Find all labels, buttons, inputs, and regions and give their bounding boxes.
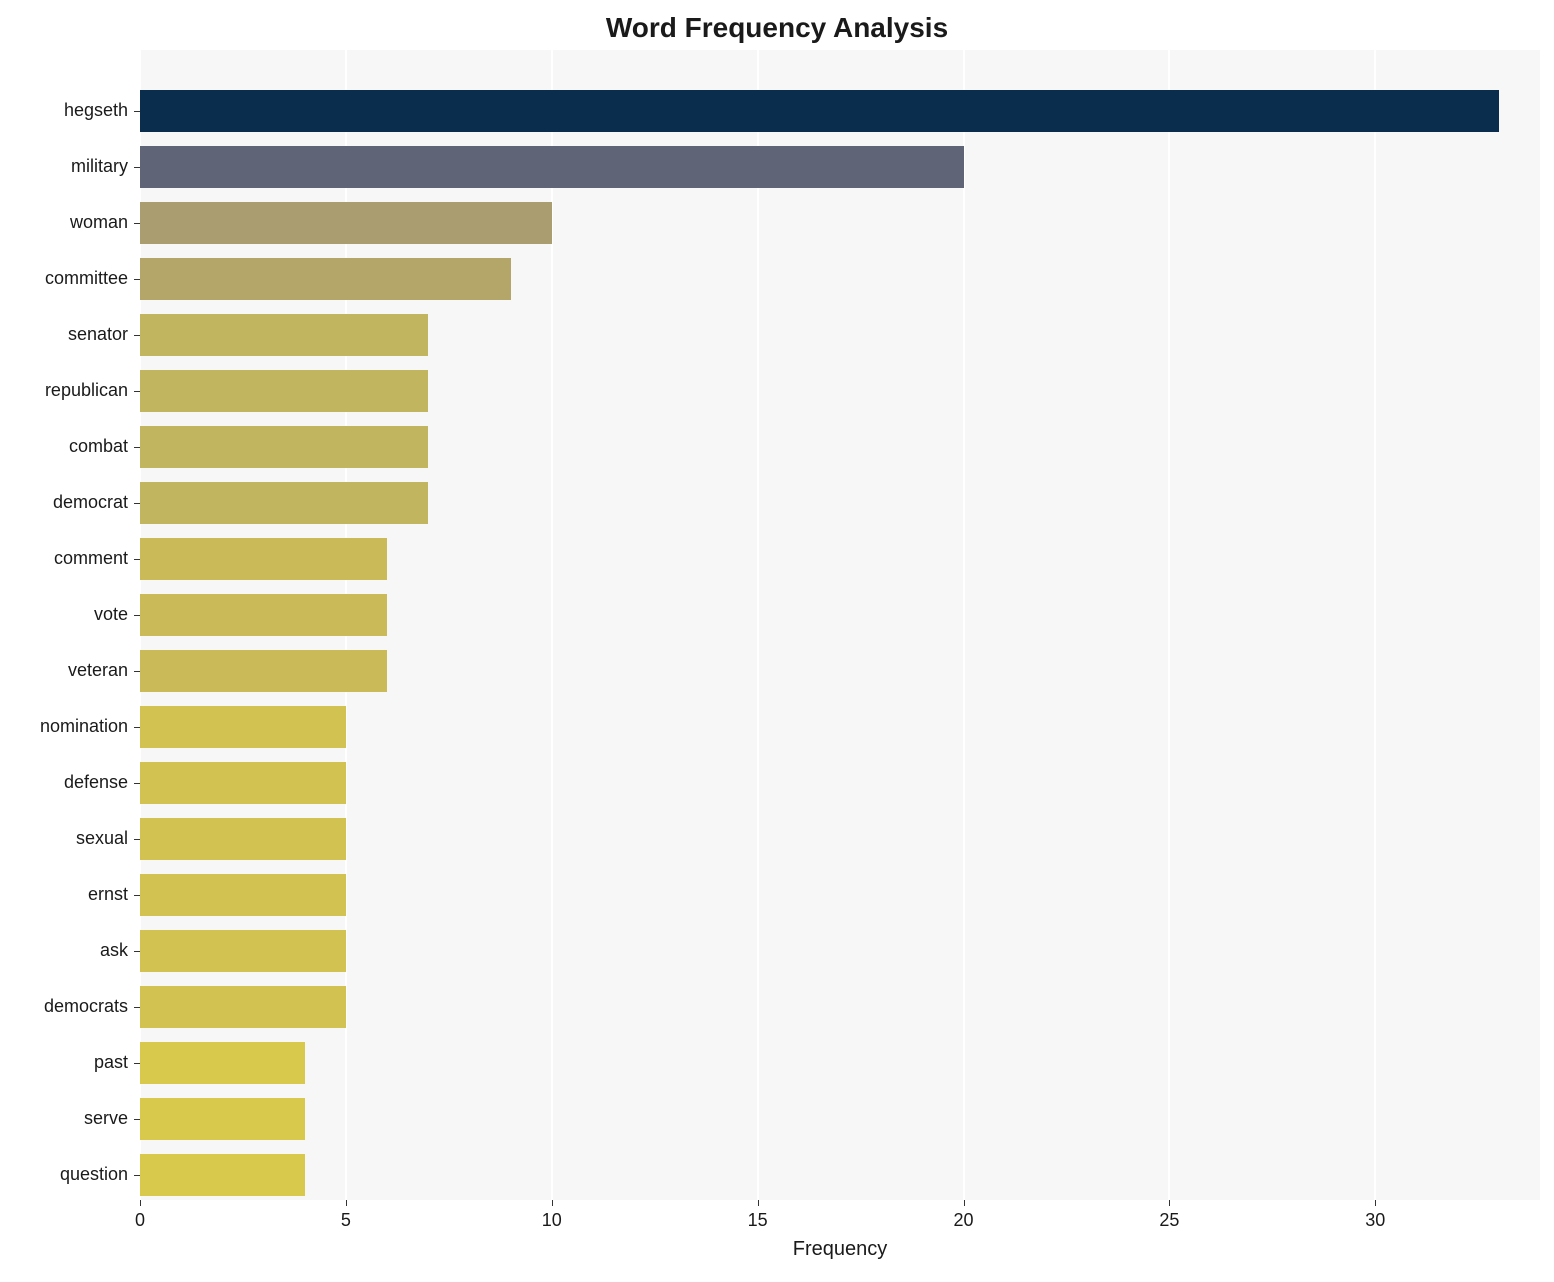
bar [140, 1042, 305, 1084]
x-tick-label: 5 [341, 1210, 351, 1231]
x-tick-label: 20 [954, 1210, 974, 1231]
y-tick-mark [134, 951, 140, 952]
bar [140, 930, 346, 972]
bar [140, 146, 964, 188]
y-label: nomination [0, 716, 128, 737]
gridline [1168, 50, 1170, 1200]
x-tick-label: 10 [542, 1210, 562, 1231]
bar [140, 202, 552, 244]
y-tick-mark [134, 559, 140, 560]
bar [140, 874, 346, 916]
y-label: question [0, 1164, 128, 1185]
bar [140, 482, 428, 524]
bar [140, 1098, 305, 1140]
x-tick-mark [1375, 1200, 1376, 1206]
y-tick-mark [134, 783, 140, 784]
y-tick-mark [134, 671, 140, 672]
bar [140, 594, 387, 636]
y-tick-mark [134, 391, 140, 392]
y-label: ask [0, 940, 128, 961]
bar [140, 538, 387, 580]
y-label: military [0, 156, 128, 177]
gridline [1374, 50, 1376, 1200]
x-tick-mark [758, 1200, 759, 1206]
y-tick-mark [134, 1119, 140, 1120]
y-label: past [0, 1052, 128, 1073]
y-label: hegseth [0, 100, 128, 121]
y-label: democrats [0, 996, 128, 1017]
gridline [757, 50, 759, 1200]
x-tick-label: 0 [135, 1210, 145, 1231]
bar [140, 314, 428, 356]
y-tick-mark [134, 279, 140, 280]
y-label: comment [0, 548, 128, 569]
bar [140, 90, 1499, 132]
y-label: ernst [0, 884, 128, 905]
bar [140, 426, 428, 468]
y-label: senator [0, 324, 128, 345]
x-tick-label: 25 [1159, 1210, 1179, 1231]
y-tick-mark [134, 111, 140, 112]
y-label: committee [0, 268, 128, 289]
y-label: democrat [0, 492, 128, 513]
y-label: combat [0, 436, 128, 457]
bar [140, 706, 346, 748]
bar [140, 986, 346, 1028]
y-label: serve [0, 1108, 128, 1129]
chart-container: Word Frequency Analysis Frequency 0 5 10 15… [0, 0, 1554, 1282]
y-tick-mark [134, 1175, 140, 1176]
x-tick-label: 15 [748, 1210, 768, 1231]
y-label: veteran [0, 660, 128, 681]
bar [140, 258, 511, 300]
x-tick-mark [552, 1200, 553, 1206]
y-tick-mark [134, 503, 140, 504]
x-tick-mark [1169, 1200, 1170, 1206]
y-label: republican [0, 380, 128, 401]
x-tick-mark [964, 1200, 965, 1206]
y-label: woman [0, 212, 128, 233]
y-tick-mark [134, 1007, 140, 1008]
y-tick-mark [134, 895, 140, 896]
x-axis-label: Frequency [140, 1238, 1540, 1261]
y-tick-mark [134, 1063, 140, 1064]
y-tick-mark [134, 335, 140, 336]
y-label: sexual [0, 828, 128, 849]
bar [140, 1154, 305, 1196]
y-tick-mark [134, 223, 140, 224]
y-tick-mark [134, 839, 140, 840]
x-tick-label: 30 [1365, 1210, 1385, 1231]
bar [140, 818, 346, 860]
bar [140, 370, 428, 412]
plot-area [140, 50, 1540, 1200]
y-tick-mark [134, 167, 140, 168]
y-label: defense [0, 772, 128, 793]
x-tick-mark [346, 1200, 347, 1206]
bar [140, 762, 346, 804]
y-label: vote [0, 604, 128, 625]
gridline [963, 50, 965, 1200]
x-tick-mark [140, 1200, 141, 1206]
y-tick-mark [134, 727, 140, 728]
y-tick-mark [134, 615, 140, 616]
bar [140, 650, 387, 692]
y-tick-mark [134, 447, 140, 448]
chart-title: Word Frequency Analysis [0, 12, 1554, 44]
